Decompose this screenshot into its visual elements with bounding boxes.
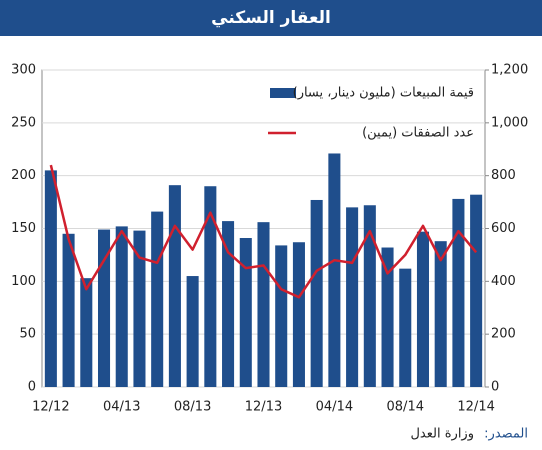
bar	[186, 276, 199, 387]
source-label: المصدر:	[484, 427, 528, 442]
y-tick-label: 200	[11, 168, 36, 183]
x-tick-label: 12/14	[457, 400, 494, 415]
bar	[381, 247, 394, 387]
source: وزارة العدل	[410, 427, 474, 442]
bar	[115, 226, 128, 387]
y2-tick-label: 400	[491, 274, 516, 289]
y-tick-label: 150	[11, 221, 36, 236]
x-tick-label: 12/13	[245, 400, 282, 415]
x-tick-label: 04/13	[103, 400, 140, 415]
bar	[310, 199, 323, 387]
legend-label: عدد الصفقات (يمين)	[362, 126, 474, 141]
bar	[470, 194, 483, 387]
bar	[97, 229, 111, 387]
y-tick-label: 100	[11, 274, 36, 289]
bar	[168, 185, 181, 387]
bar	[275, 245, 288, 387]
bar	[399, 268, 412, 387]
bar	[363, 205, 376, 387]
bar	[62, 233, 75, 387]
x-tick-label: 12/12	[32, 400, 69, 415]
x-tick-label: 08/14	[387, 400, 424, 415]
y2-tick-label: 1,000	[491, 115, 528, 130]
y2-tick-label: 200	[491, 327, 516, 342]
y2-tick-label: 800	[491, 168, 516, 183]
bar	[292, 242, 305, 387]
y-tick-label: 300	[11, 63, 36, 78]
bar	[434, 241, 447, 387]
bar	[452, 198, 465, 387]
y-tick-label: 50	[19, 327, 36, 342]
y2-tick-label: 1,200	[491, 63, 528, 78]
title-bar	[0, 0, 542, 36]
y2-tick-label: 0	[491, 380, 499, 395]
bar	[151, 211, 164, 387]
line	[49, 164, 478, 299]
bar	[80, 278, 93, 387]
bar	[44, 170, 57, 387]
bar	[346, 207, 359, 387]
bar	[239, 238, 252, 387]
bar	[257, 222, 270, 387]
legend-swatch	[270, 88, 296, 98]
bar	[222, 221, 235, 387]
y2-tick-label: 600	[491, 221, 516, 236]
legend-label: قيمة المبيعات (مليون دينار، يسار)	[293, 86, 474, 101]
bar	[416, 231, 430, 387]
x-tick-label: 04/14	[316, 400, 353, 415]
bar	[204, 186, 217, 387]
x-tick-label: 08/13	[174, 400, 211, 415]
bar	[328, 153, 341, 387]
chart-title: العقار السكني	[211, 8, 331, 28]
bar	[133, 230, 146, 387]
y-tick-label: 250	[11, 115, 36, 130]
y-tick-label: 0	[28, 380, 36, 395]
